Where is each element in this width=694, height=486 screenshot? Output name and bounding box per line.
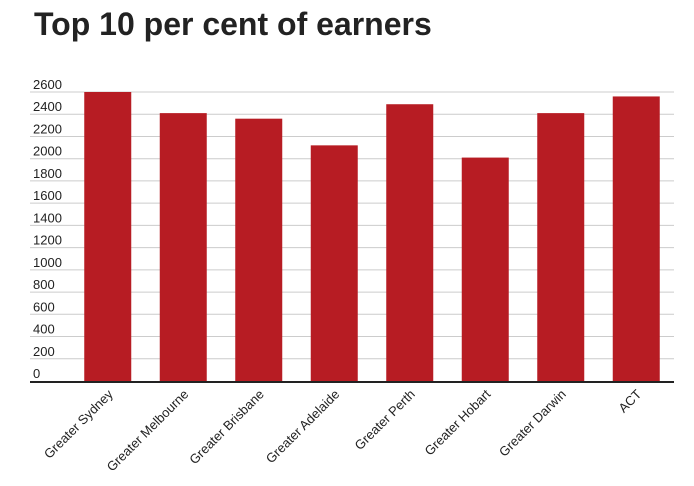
y-tick-label: 1600 [33, 188, 62, 203]
bar [310, 145, 358, 381]
y-tick-label: 1800 [33, 166, 62, 181]
bar [84, 92, 132, 381]
y-tick-label: 800 [33, 277, 55, 292]
bar [537, 113, 585, 381]
y-tick-label: 2600 [33, 77, 62, 92]
y-tick-label: 1000 [33, 255, 62, 270]
x-category-label: Greater Hobart [421, 386, 493, 458]
chart-title: Top 10 per cent of earners [34, 6, 432, 42]
x-category-label: Greater Melbourne [104, 387, 192, 475]
y-tick-label: 2000 [33, 144, 62, 159]
bar [461, 157, 509, 381]
y-tick-label: 0 [33, 366, 40, 381]
bar [159, 113, 207, 381]
bar [386, 104, 434, 381]
y-tick-label: 200 [33, 344, 55, 359]
y-tick-label: 2400 [33, 99, 62, 114]
x-category-label: Greater Sydney [41, 386, 116, 461]
y-tick-label: 2200 [33, 121, 62, 136]
bars [84, 92, 660, 381]
y-tick-label: 1200 [33, 233, 62, 248]
y-tick-label: 400 [33, 322, 55, 337]
y-tick-label: 1400 [33, 210, 62, 225]
x-category-label: Greater Perth [352, 387, 418, 453]
bar [612, 96, 660, 381]
y-axis-ticks: 0 200 400 600 800 1000 1200 1400 1600 1800 2000 220… [33, 77, 62, 381]
x-category-label: ACT [615, 386, 644, 415]
x-category-label: Greater Brisbane [186, 387, 267, 468]
x-category-label: Greater Darwin [496, 387, 569, 460]
bar [235, 118, 283, 381]
y-tick-label: 600 [33, 299, 55, 314]
x-category-label: Greater Adelaide [263, 387, 343, 467]
